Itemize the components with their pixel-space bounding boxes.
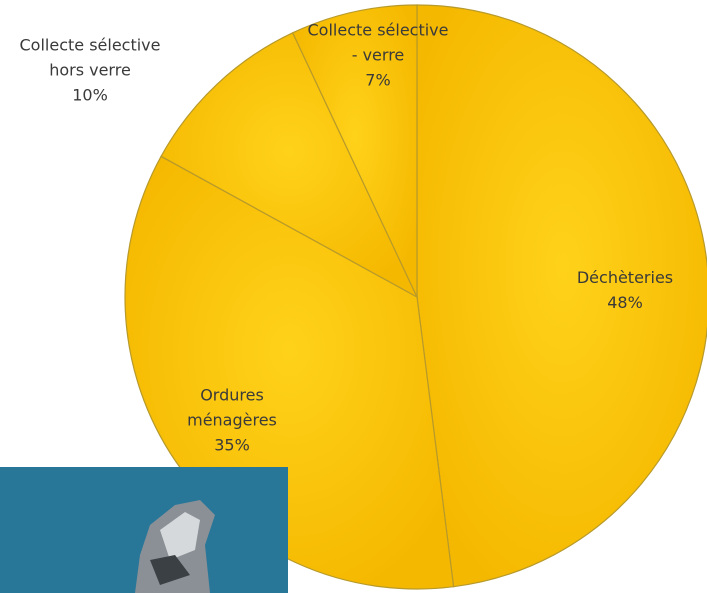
value-label: 35% <box>214 435 250 455</box>
value-label: 10% <box>72 85 108 105</box>
value-label: 48% <box>607 293 643 312</box>
slice-label: Collecte sélective hors verre 10% <box>15 33 165 108</box>
category-name: Ordures ménagères <box>187 385 277 430</box>
pie-slice <box>416 4 707 588</box>
category-name: Déchèteries <box>576 268 674 287</box>
value-label: 7% <box>365 70 391 90</box>
slice-label: Ordures ménagères 35% <box>172 383 292 458</box>
slice-label: Déchèteries 48% <box>560 265 690 315</box>
category-name: Collecte sélective hors verre <box>19 35 161 80</box>
pie-slice <box>160 31 419 299</box>
category-name: Collecte sélective - verre <box>307 20 449 65</box>
pie-slice <box>291 4 418 298</box>
photo <box>0 467 288 593</box>
slice-label: Collecte sélective - verre 7% <box>303 18 453 93</box>
